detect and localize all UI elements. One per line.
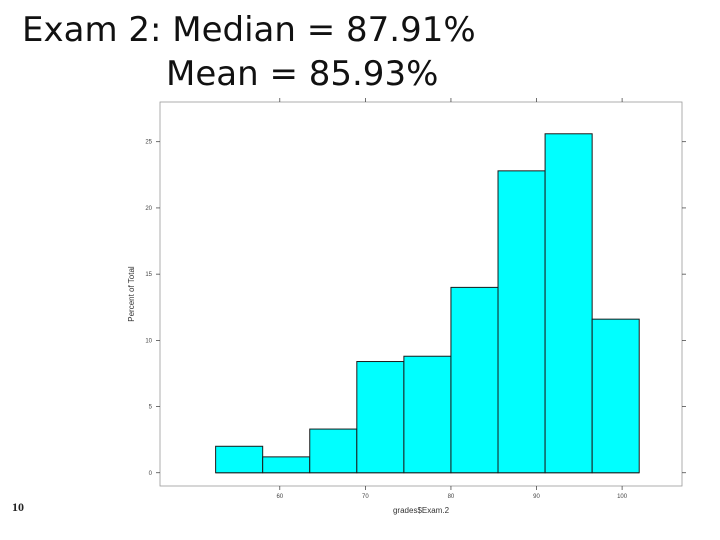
histogram-bar — [591, 318, 640, 474]
x-axis-label: grades$Exam.2 — [393, 506, 450, 515]
slide-number: 10 — [12, 500, 24, 514]
histogram-bars — [215, 133, 640, 474]
y-tick-label: 15 — [145, 272, 152, 278]
x-tick-label: 90 — [533, 494, 540, 500]
y-tick-label: 5 — [149, 405, 153, 411]
y-tick-label: 10 — [145, 338, 152, 344]
title-line-median: Exam 2: Median = 87.91% — [22, 10, 476, 50]
y-tick-label: 0 — [149, 471, 153, 477]
histogram-bar — [309, 428, 358, 474]
histogram-bar — [544, 133, 593, 474]
y-axis-label: Percent of Total — [127, 266, 136, 322]
x-tick-label: 80 — [448, 494, 455, 500]
y-axis-ticks: 0 5 10 15 20 25 — [145, 140, 686, 477]
x-tick-label: 60 — [276, 494, 283, 500]
title-line-mean: Mean = 85.93% — [166, 54, 439, 94]
histogram-bar — [403, 355, 452, 474]
slide-title: Exam 2: Median = 87.91% Mean = 85.93% — [22, 8, 476, 96]
x-axis-ticks: 60 70 80 90 100 — [276, 98, 628, 500]
x-tick-label: 70 — [362, 494, 369, 500]
y-tick-label: 25 — [145, 140, 152, 146]
histogram-bar — [215, 445, 264, 474]
histogram-bar — [497, 170, 546, 474]
histogram-bar — [356, 361, 405, 474]
plot-border — [159, 101, 683, 487]
histogram-bar — [450, 286, 499, 474]
y-tick-label: 20 — [145, 206, 152, 212]
x-tick-label: 100 — [617, 494, 628, 500]
histogram-bar — [262, 456, 311, 474]
